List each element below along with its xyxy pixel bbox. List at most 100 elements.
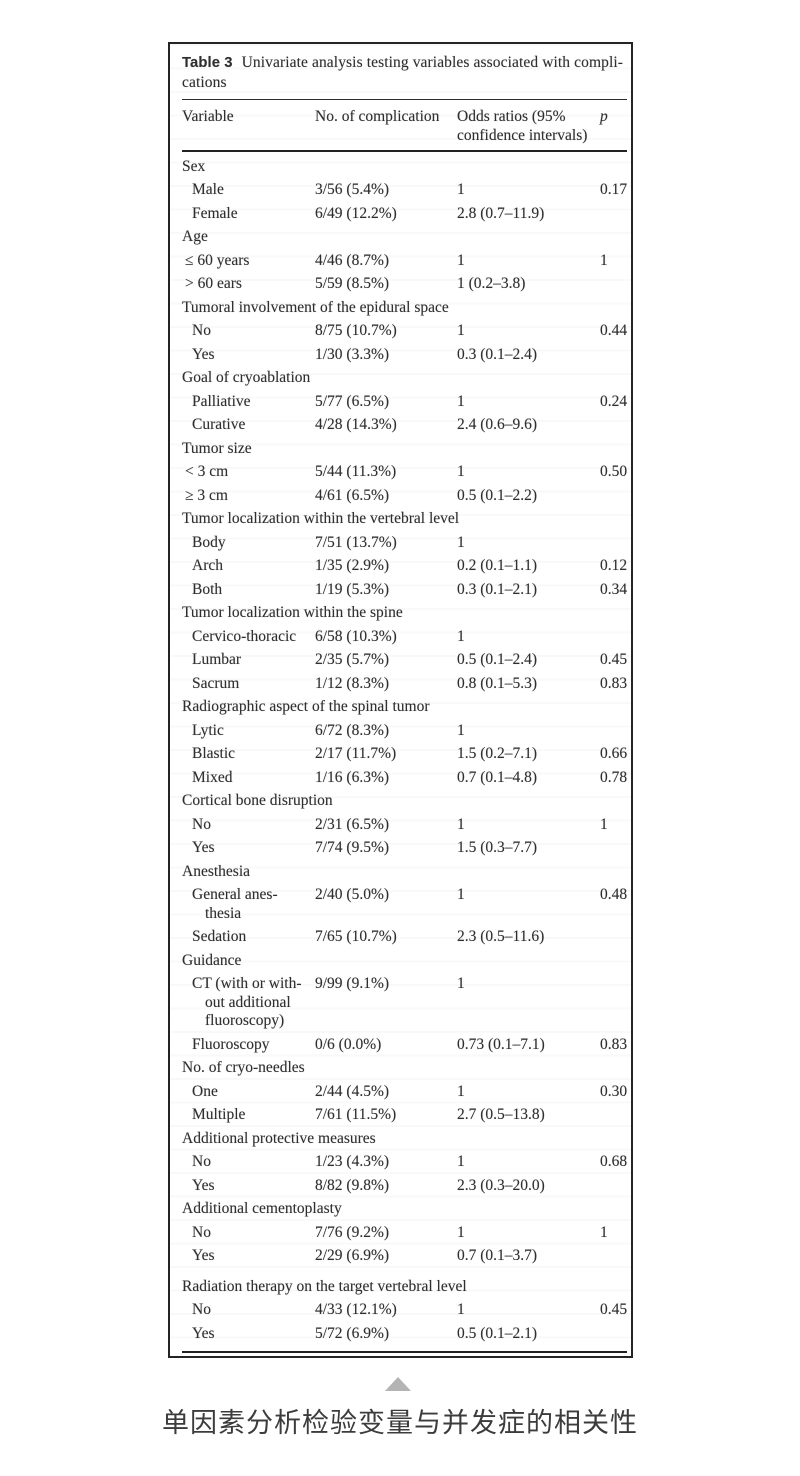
row-odds: 1 — [457, 322, 465, 339]
row-odds: 1 — [457, 721, 465, 739]
row-p-value: 0.48 — [600, 886, 628, 903]
row-odds: 0.5 (0.1–2.4) — [457, 651, 538, 668]
row-p-value — [600, 1106, 627, 1125]
row-complication: 5/59 (8.5%) — [315, 275, 390, 292]
row-label: No — [192, 1223, 211, 1241]
row-complication: 5/77 (6.5%) — [315, 392, 390, 410]
row-complication: 2/44 (4.5%) — [315, 1082, 390, 1100]
table-group-row: Tumor localization within the spine — [182, 602, 627, 626]
row-p-value — [600, 975, 627, 1031]
row-odds: 0.7 (0.1–3.7) — [457, 1247, 538, 1264]
row-label: Sedation — [192, 928, 247, 945]
row-p-value: 1 — [600, 815, 608, 833]
row-label: Both — [192, 580, 223, 598]
row-group-label: Age — [182, 228, 208, 245]
row-p-value — [600, 205, 627, 224]
row-complication: 2/35 (5.7%) — [315, 651, 390, 668]
table-row: > 60 ears 5/59 (8.5%) 1 (0.2–3.8) — [182, 273, 627, 297]
row-group-label: Additional cementoplasty — [182, 1200, 342, 1217]
row-odds: 2.3 (0.3–20.0) — [457, 1176, 545, 1194]
row-complication: 7/76 (9.2%) — [315, 1223, 390, 1241]
table-caption-line2: cations — [182, 74, 227, 91]
row-complication: 8/75 (10.7%) — [315, 322, 397, 339]
column-header-p: p — [600, 108, 608, 125]
row-odds: 0.7 (0.1–4.8) — [457, 768, 538, 786]
row-complication: 1/35 (2.9%) — [315, 557, 390, 574]
row-odds: 1 — [457, 181, 465, 198]
triangle-up-icon[interactable] — [385, 1377, 411, 1391]
row-complication: 2/29 (6.9%) — [315, 1247, 390, 1264]
table-row: Both 1/19 (5.3%) 0.3 (0.1–2.1) 0.34 — [182, 578, 627, 602]
row-complication: 8/82 (9.8%) — [315, 1176, 390, 1194]
row-complication: 1/30 (3.3%) — [315, 345, 390, 363]
table-group-row: Tumoral involvement of the epidural spac… — [182, 296, 627, 320]
column-header-odds: Odds ratios (95% confidence intervals) — [457, 108, 588, 144]
row-odds: 1 — [457, 533, 465, 551]
row-p-value: 0.83 — [600, 1035, 628, 1053]
row-odds: 1.5 (0.3–7.7) — [457, 839, 538, 856]
table-row: Male 3/56 (5.4%) 1 0.17 — [182, 179, 627, 203]
row-label: One — [192, 1082, 218, 1100]
row-complication: 6/49 (12.2%) — [315, 204, 397, 222]
row-label: ≤ 60 years — [185, 251, 250, 269]
row-label: Lumbar — [192, 651, 242, 668]
row-complication: 4/28 (14.3%) — [315, 416, 397, 433]
table-group-row: Radiographic aspect of the spinal tumor — [182, 696, 627, 720]
table-row: Arch 1/35 (2.9%) 0.2 (0.1–1.1) 0.12 — [182, 555, 627, 579]
row-odds: 1 (0.2–3.8) — [457, 275, 526, 292]
table-row: Yes 7/74 (9.5%) 1.5 (0.3–7.7) — [182, 837, 627, 861]
row-p-value: 0.24 — [600, 392, 628, 410]
table-row: Yes 5/72 (6.9%) 0.5 (0.1–2.1) — [182, 1322, 627, 1346]
row-p-value — [600, 1247, 627, 1266]
row-label: No — [192, 815, 211, 833]
table-group-row: Tumor size — [182, 437, 627, 461]
row-odds: 0.3 (0.1–2.4) — [457, 345, 538, 363]
table-group-row: Additional protective measures — [182, 1127, 627, 1151]
table-row: Yes 8/82 (9.8%) 2.3 (0.3–20.0) — [182, 1174, 627, 1198]
row-odds: 1 — [457, 1153, 465, 1170]
rule-above-header — [182, 99, 627, 100]
row-p-value — [600, 534, 627, 553]
row-label: Arch — [192, 557, 223, 574]
figure-caption-chinese: 单因素分析检验变量与并发症的相关性 — [162, 1408, 638, 1439]
table-group-row: Guidance — [182, 949, 627, 973]
table-group-row: Tumor localization within the vertebral … — [182, 508, 627, 532]
table-row: Yes 2/29 (6.9%) 0.7 (0.1–3.7) — [182, 1245, 627, 1269]
row-label: < 3 cm — [185, 463, 229, 480]
table-group-row: Goal of cryoablation — [182, 367, 627, 391]
row-complication: 7/61 (11.5%) — [315, 1106, 397, 1123]
row-group-label: No. of cryo-needles — [182, 1059, 305, 1076]
row-p-value — [600, 275, 627, 294]
row-complication: 3/56 (5.4%) — [315, 181, 390, 198]
row-odds: 1 — [457, 463, 465, 480]
table-row: Curative 4/28 (14.3%) 2.4 (0.6–9.6) — [182, 414, 627, 438]
row-label: Lytic — [192, 721, 224, 739]
row-complication: 5/72 (6.9%) — [315, 1324, 390, 1342]
row-complication: 2/17 (11.7%) — [315, 745, 397, 762]
row-label: Blastic — [192, 745, 236, 762]
row-group-label: Additional protective measures — [182, 1129, 376, 1147]
row-odds: 0.2 (0.1–1.1) — [457, 557, 538, 574]
row-label: > 60 ears — [185, 275, 242, 292]
table-row: ≤ 60 years 4/46 (8.7%) 1 1 — [182, 249, 627, 273]
row-odds: 1 — [457, 1301, 465, 1318]
table-row: Mixed 1/16 (6.3%) 0.7 (0.1–4.8) 0.78 — [182, 766, 627, 790]
table-group-row: Anesthesia — [182, 860, 627, 884]
table-row: < 3 cm 5/44 (11.3%) 1 0.50 — [182, 461, 627, 485]
row-label: Yes — [192, 1324, 215, 1342]
row-odds: 2.3 (0.5–11.6) — [457, 928, 545, 945]
row-label: Yes — [192, 839, 215, 856]
row-odds: 0.73 (0.1–7.1) — [457, 1035, 545, 1053]
row-complication: 1/19 (5.3%) — [315, 580, 390, 598]
row-complication: 6/72 (8.3%) — [315, 721, 390, 739]
row-complication: 6/58 (10.3%) — [315, 627, 397, 645]
row-label: No — [192, 322, 211, 339]
rule-below-header — [182, 150, 627, 152]
row-p-value: 0.44 — [600, 322, 628, 339]
row-p-value: 0.68 — [600, 1153, 628, 1170]
row-label: Cervico-thoracic — [192, 627, 297, 645]
row-label: No — [192, 1301, 211, 1318]
row-complication: 4/46 (8.7%) — [315, 251, 390, 269]
row-complication: 9/99 (9.1%) — [315, 975, 390, 992]
row-complication: 0/6 (0.0%) — [315, 1035, 382, 1053]
